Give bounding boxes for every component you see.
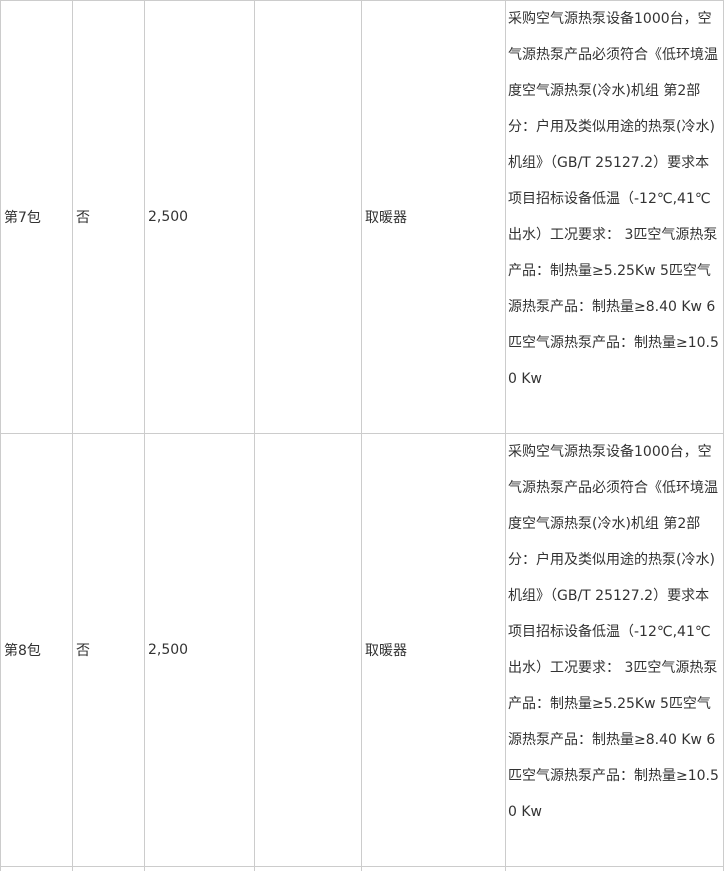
cell <box>0 866 73 871</box>
flag-cell: 否 <box>72 0 145 434</box>
cell <box>505 866 724 871</box>
use-cell: 取暖器 <box>361 0 506 434</box>
table-row: 第8包否 2,500 取暖器 采购空气源热泵设备1000台，空气源热泵产品必须符合《低… <box>0 433 724 867</box>
package-cell: 第8包 <box>0 433 73 867</box>
use-cell: 取暖器 <box>361 433 506 867</box>
package-cell: 第7包 <box>0 0 73 434</box>
flag-cell: 否 <box>72 433 145 867</box>
description-cell: 采购空气源热泵设备1000台，空气源热泵产品必须符合《低环境温度空气源热泵(冷水… <box>505 0 724 434</box>
cell <box>144 866 255 871</box>
table-row: 第7包否 2,500 取暖器 采购空气源热泵设备1000台，空气源热泵产品必须符合《低… <box>0 0 724 434</box>
amount-cell: 2,500 <box>144 0 255 434</box>
empty-cell <box>254 0 362 434</box>
amount-cell: 2,500 <box>144 433 255 867</box>
description-cell: 采购空气源热泵设备1000台，空气源热泵产品必须符合《低环境温度空气源热泵(冷水… <box>505 433 724 867</box>
table-row-partial <box>0 866 724 871</box>
cell <box>361 866 506 871</box>
cell <box>254 866 362 871</box>
cell <box>72 866 145 871</box>
empty-cell <box>254 433 362 867</box>
